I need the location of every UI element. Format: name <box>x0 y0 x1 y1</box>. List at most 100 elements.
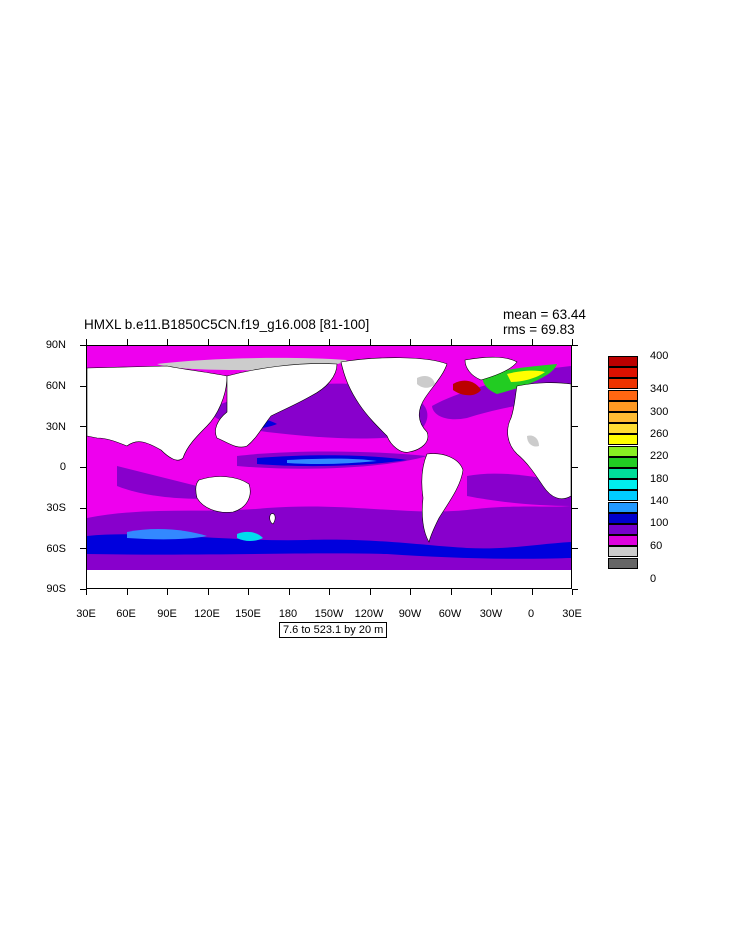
lon-label-90w: 90W <box>398 608 422 620</box>
lon-tick-bottom <box>289 589 290 595</box>
colorbar-swatch <box>608 490 638 501</box>
colorbar-swatch <box>608 434 638 445</box>
map-svg <box>87 346 571 588</box>
land-south-america <box>421 453 464 543</box>
lon-label-90e: 90E <box>157 608 177 620</box>
lat-tick-left <box>80 508 86 509</box>
lat-tick-right <box>572 589 578 590</box>
lon-tick-bottom <box>86 589 87 595</box>
lon-label-60e: 60E <box>116 608 136 620</box>
lon-tick-bottom <box>491 589 492 595</box>
colorbar-label-400: 400 <box>650 350 669 362</box>
colorbar-label-60: 60 <box>650 540 663 552</box>
lon-tick-top <box>370 339 371 345</box>
labrador-sea-deep-mixing <box>453 380 481 396</box>
land-australia <box>195 476 251 513</box>
lat-tick-right <box>572 548 578 549</box>
map-title: HMXL b.e11.B1850C5CN.f19_g16.008 [81-100… <box>84 317 370 332</box>
colorbar-label-100: 100 <box>650 517 669 529</box>
land-antarctica <box>87 570 571 588</box>
lon-tick-top <box>410 339 411 345</box>
colorbar-swatch <box>608 401 638 412</box>
lon-tick-bottom <box>329 589 330 595</box>
nordic-seas-yellow <box>507 370 545 382</box>
lon-tick-top <box>491 339 492 345</box>
map-plot <box>86 345 572 589</box>
colorbar-swatch <box>608 412 638 423</box>
colorbar-swatch <box>608 446 638 457</box>
lon-tick-bottom <box>208 589 209 595</box>
lat-label-30s: 30S <box>46 502 66 514</box>
colorbar-label-0: 0 <box>650 573 657 585</box>
lon-label-30e-right: 30E <box>562 608 582 620</box>
lat-tick-right <box>572 467 578 468</box>
colorbar-swatch <box>608 356 638 367</box>
colorbar-swatch <box>608 558 638 569</box>
lon-tick-top <box>86 339 87 345</box>
southern-blue-band <box>87 534 571 559</box>
lon-tick-bottom <box>410 589 411 595</box>
colorbar-label-140: 140 <box>650 495 669 507</box>
colorbar-label-340: 340 <box>650 383 669 395</box>
colorbar-swatch <box>608 479 638 490</box>
lon-tick-top <box>572 339 573 345</box>
lon-label-0: 0 <box>527 608 535 620</box>
lon-label-180: 180 <box>278 608 298 620</box>
colorbar-swatch <box>608 468 638 479</box>
lon-tick-bottom <box>370 589 371 595</box>
colorbar-swatch <box>608 524 638 535</box>
lon-tick-top <box>329 339 330 345</box>
land-greenland <box>464 356 518 381</box>
lon-label-30w: 30W <box>479 608 503 620</box>
lon-label-150w: 150W <box>314 608 344 620</box>
lon-label-120e: 120E <box>194 608 220 620</box>
lon-tick-top <box>289 339 290 345</box>
lon-tick-top <box>167 339 168 345</box>
lon-tick-bottom <box>248 589 249 595</box>
southern-lightblue-patch <box>127 529 207 540</box>
lon-label-150e: 150E <box>235 608 261 620</box>
lon-label-30e: 30E <box>76 608 96 620</box>
land-new-zealand <box>269 513 276 525</box>
lon-label-60w: 60W <box>438 608 462 620</box>
lon-tick-top <box>451 339 452 345</box>
colorbar-swatch <box>608 502 638 513</box>
colorbar-swatch <box>608 457 638 468</box>
lon-tick-bottom <box>127 589 128 595</box>
lat-tick-left <box>80 345 86 346</box>
lat-tick-left <box>80 548 86 549</box>
lat-label-90n: 90N <box>45 339 66 351</box>
lon-tick-top <box>532 339 533 345</box>
colorbar-swatch <box>608 423 638 434</box>
land-masses <box>87 356 571 588</box>
colorbar-label-220: 220 <box>650 450 669 462</box>
colorbar-swatch <box>608 546 638 557</box>
lat-tick-right <box>572 508 578 509</box>
land-eurasia-east <box>215 363 338 448</box>
lon-tick-bottom <box>572 589 573 595</box>
southern-cyan-patch <box>237 531 263 541</box>
lat-label-60s: 60S <box>46 543 66 555</box>
rms-label: rms = 69.83 <box>503 322 575 337</box>
lon-tick-bottom <box>532 589 533 595</box>
equatorial-lightblue <box>287 458 377 465</box>
lat-tick-left <box>80 386 86 387</box>
lat-tick-left <box>80 426 86 427</box>
lat-tick-right <box>572 426 578 427</box>
mediterranean-grey <box>527 435 539 447</box>
lon-label-120w: 120W <box>354 608 384 620</box>
lon-tick-top <box>127 339 128 345</box>
lon-tick-top <box>248 339 249 345</box>
lat-tick-right <box>572 345 578 346</box>
lat-label-0: 0 <box>59 461 66 473</box>
colorbar-swatch <box>608 367 638 378</box>
mean-label: mean = 63.44 <box>503 307 586 322</box>
contour-range-label: 7.6 to 523.1 by 20 m <box>279 622 388 638</box>
lat-tick-right <box>572 386 578 387</box>
lat-tick-left <box>80 467 86 468</box>
colorbar-swatch <box>608 535 638 546</box>
colorbar-swatch <box>608 390 638 401</box>
lon-tick-bottom <box>167 589 168 595</box>
lat-tick-left <box>80 589 86 590</box>
hudson-bay-grey <box>417 376 435 388</box>
